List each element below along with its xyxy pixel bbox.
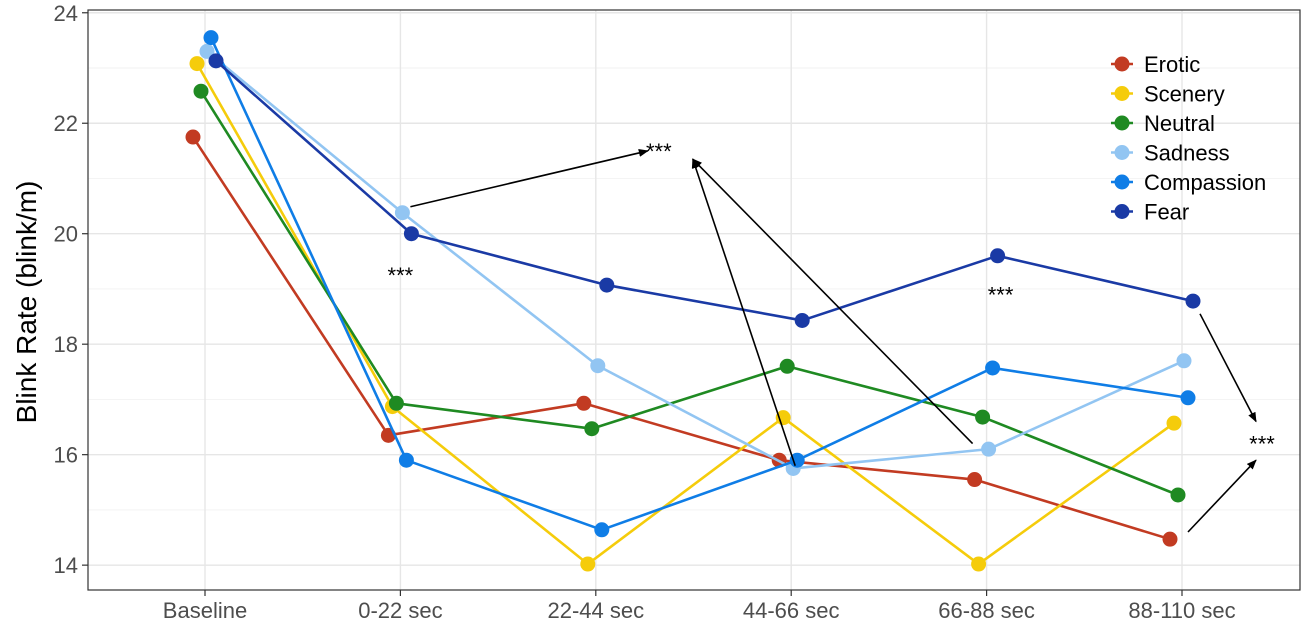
data-point-fear: [794, 312, 810, 328]
data-point-sadness: [1176, 353, 1192, 369]
data-point-fear: [403, 226, 419, 242]
y-axis-title: Blink Rate (blink/m): [11, 181, 42, 424]
legend-key-point: [1114, 115, 1130, 131]
x-tick-label: 44-66 sec: [743, 598, 840, 623]
data-point-scenery: [971, 556, 987, 572]
data-point-erotic: [1162, 531, 1178, 547]
data-point-fear: [599, 277, 615, 293]
grid: [88, 10, 1300, 590]
data-point-sadness: [394, 205, 410, 221]
series-line-compassion: [209, 37, 1189, 532]
legend-label: Sadness: [1144, 141, 1230, 166]
y-tick-label: 20: [54, 222, 78, 247]
y-tick-label: 24: [54, 1, 78, 26]
data-point-fear: [208, 53, 224, 69]
x-tick-label: 66-88 sec: [938, 598, 1035, 623]
legend-label: Erotic: [1144, 52, 1200, 77]
data-point-neutral: [584, 421, 600, 437]
annotation-arrow: [410, 149, 649, 208]
data-point-neutral: [388, 395, 404, 411]
legend-label: Neutral: [1144, 111, 1215, 136]
data-point-scenery: [775, 410, 791, 426]
annotation-arrow: [692, 158, 974, 445]
data-point-fear: [1185, 293, 1201, 309]
series-layer: [185, 30, 1201, 572]
data-point-compassion: [594, 522, 610, 538]
series-line-erotic: [191, 136, 1171, 541]
legend-item-erotic: Erotic: [1111, 52, 1200, 77]
legend-label: Compassion: [1144, 170, 1266, 195]
legend-key-point: [1114, 86, 1130, 101]
x-axis: Baseline 0-22 sec 22-44 sec 44-66 sec 66-88 …: [163, 590, 1236, 623]
legend-key-point: [1114, 174, 1130, 190]
series-erotic: [185, 129, 1178, 547]
data-point-sadness: [199, 43, 215, 59]
data-point-neutral: [193, 83, 209, 99]
series-line-neutral: [199, 90, 1179, 497]
series-line-scenery: [195, 62, 1175, 566]
data-point-compassion: [1180, 390, 1196, 406]
data-point-scenery: [189, 56, 205, 72]
significance-marker: ***: [388, 263, 414, 288]
x-tick-label: 88-110 sec: [1128, 598, 1235, 623]
data-point-erotic: [576, 395, 592, 411]
legend-key-point: [1114, 56, 1130, 72]
data-point-erotic: [185, 129, 201, 145]
data-point-erotic: [967, 472, 983, 488]
legend-item-fear: Fear: [1111, 200, 1189, 225]
y-tick-label: 14: [54, 553, 78, 578]
annotations: *** *** *** ***: [388, 139, 1276, 457]
legend-label: Scenery: [1144, 82, 1225, 107]
x-tick-label: Baseline: [163, 598, 247, 623]
panel-border: [87, 9, 1301, 591]
data-point-compassion: [398, 452, 414, 468]
annotation-arrow: [1187, 459, 1257, 533]
significance-marker: ***: [1249, 432, 1275, 457]
y-tick-label: 16: [54, 443, 78, 468]
data-point-compassion: [203, 30, 219, 46]
significance-marker: ***: [646, 139, 672, 164]
legend-item-scenery: Scenery: [1111, 82, 1225, 107]
x-tick-label: 22-44 sec: [547, 598, 644, 623]
data-point-scenery: [580, 556, 596, 572]
series-line-sadness: [206, 50, 1185, 470]
series-neutral: [193, 83, 1186, 503]
series-line-fear: [215, 59, 1194, 322]
significance-marker: ***: [988, 282, 1014, 307]
data-point-compassion: [789, 452, 805, 468]
legend-item-neutral: Neutral: [1111, 111, 1215, 136]
y-tick-label: 18: [54, 332, 78, 357]
annotation-arrow: [691, 158, 796, 466]
legend-item-compassion: Compassion: [1111, 170, 1266, 195]
legend-label: Fear: [1144, 200, 1189, 225]
y-axis: 14 16 18 20 22 24: [54, 1, 88, 578]
legend: Erotic Scenery Neutral Sadness Compassion Fea…: [1111, 52, 1266, 225]
data-point-neutral: [779, 358, 795, 374]
annotation-arrow: [1199, 313, 1257, 423]
data-point-compassion: [985, 360, 1001, 376]
data-point-scenery: [1166, 415, 1182, 431]
legend-key-point: [1114, 145, 1130, 160]
series-sadness: [199, 43, 1192, 476]
data-point-neutral: [975, 409, 991, 425]
data-point-fear: [990, 248, 1006, 264]
legend-item-sadness: Sadness: [1111, 141, 1230, 166]
data-point-sadness: [981, 441, 997, 457]
arrows-layer: [410, 149, 1257, 533]
data-point-sadness: [590, 358, 606, 374]
series-fear: [208, 53, 1201, 328]
series-compassion: [203, 30, 1196, 538]
legend-key-point: [1114, 204, 1130, 219]
data-point-neutral: [1170, 487, 1186, 503]
x-tick-label: 0-22 sec: [358, 598, 442, 623]
y-tick-label: 22: [54, 111, 78, 136]
